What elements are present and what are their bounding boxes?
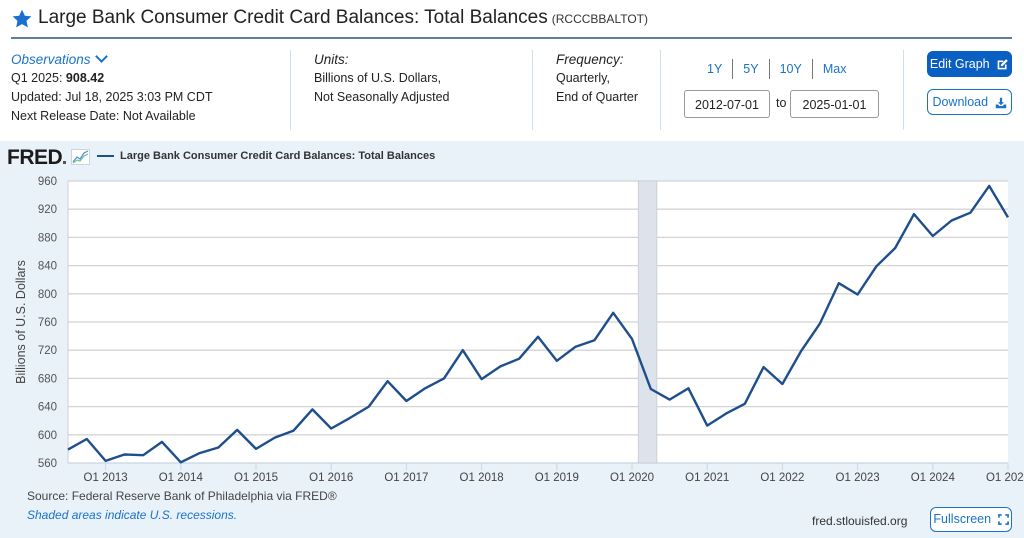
y-tick-label: 920	[38, 204, 57, 216]
divider	[660, 50, 661, 130]
x-tick-label: Q1 2013	[84, 472, 128, 481]
x-tick-label: Q1 2018	[460, 472, 504, 481]
fred-logo-text: FRED	[7, 146, 63, 169]
range-max-button[interactable]: Max	[822, 62, 847, 76]
next-release-text: Next Release Date: Not Available	[11, 109, 196, 123]
units-block: Units: Billions of U.S. Dollars, Not Sea…	[314, 50, 450, 107]
units-value-line1: Billions of U.S. Dollars,	[314, 71, 442, 85]
divider	[290, 50, 291, 130]
x-tick-label: Q1 2020	[610, 472, 654, 481]
y-tick-label: 720	[38, 345, 57, 357]
series	[67, 184, 1010, 464]
series-title: Large Bank Consumer Credit Card Balances…	[38, 7, 548, 28]
source-text: Source: Federal Reserve Bank of Philadel…	[27, 489, 337, 503]
to-label: to	[776, 96, 787, 110]
fred-logo: FRED	[7, 146, 67, 170]
edit-graph-label[interactable]: Edit Graph	[929, 57, 990, 71]
line-chart: 560 600 640 680 720 760 800 840 880 920 960 Q1 201…	[14, 176, 1024, 481]
title-divider	[11, 37, 1012, 39]
download-icon	[995, 97, 1006, 108]
series-id: (RCCCBBALTOT)	[551, 12, 648, 26]
frequency-value-line1: Quarterly,	[556, 71, 610, 85]
edit-graph-button[interactable]: Edit Graph	[927, 51, 1012, 77]
updated-text: Updated: Jul 18, 2025 3:03 PM CDT	[11, 90, 213, 104]
x-tick-label: Q1 2021	[685, 472, 729, 481]
x-tick-label: Q1 2022	[760, 472, 804, 481]
graph-panel: FRED Large Bank Consumer Credit Card Bal…	[0, 141, 1024, 538]
observations-toggle[interactable]: Observations	[11, 50, 213, 69]
site-url[interactable]: fred.stlouisfed.org	[812, 514, 908, 528]
y-tick-label: 960	[38, 176, 57, 188]
frequency-block: Frequency: Quarterly, End of Quarter	[556, 50, 638, 107]
y-axis: 560 600 640 680 720 760 800 840 880 920 960	[38, 176, 57, 470]
y-tick-label: 760	[38, 317, 57, 329]
edit-icon	[997, 59, 1008, 70]
range-5y-button[interactable]: 5Y	[743, 62, 759, 76]
y-axis-label: Billions of U.S. Dollars	[14, 260, 28, 384]
range-buttons: 1Y 5Y 10Y Max	[697, 59, 856, 79]
fullscreen-button[interactable]: Fullscreen	[930, 507, 1012, 532]
logo-dot	[63, 161, 67, 164]
y-tick-label: 800	[38, 289, 57, 301]
range-1y-button[interactable]: 1Y	[707, 62, 723, 76]
x-tick-label: Q1 2016	[309, 472, 353, 481]
x-tick-label: Q1 2023	[836, 472, 880, 481]
y-tick-label: 560	[38, 458, 57, 470]
y-tick-label: 600	[38, 430, 57, 442]
latest-observation: Q1 2025: 908.42	[11, 69, 213, 88]
recession-note[interactable]: Shaded areas indicate U.S. recessions.	[27, 508, 238, 522]
x-tick-label: Q1 2015	[234, 472, 278, 481]
page-title: Large Bank Consumer Credit Card Balances…	[38, 7, 648, 29]
line-chart-icon	[71, 149, 90, 165]
x-tick-label: Q1 2025	[986, 472, 1024, 481]
x-tick-label: Q1 2014	[159, 472, 204, 481]
title-bar: Large Bank Consumer Credit Card Balances…	[0, 0, 1024, 40]
divider	[811, 59, 813, 79]
chart-legend: Large Bank Consumer Credit Card Balances…	[97, 150, 435, 162]
download-button[interactable]: Download	[927, 89, 1012, 115]
x-tick-label: Q1 2017	[384, 472, 428, 481]
observations-block: Observations Q1 2025: 908.42 Updated: Ju…	[11, 50, 213, 126]
divider	[532, 50, 533, 130]
frequency-value-line2: End of Quarter	[556, 90, 638, 104]
units-value-line2: Not Seasonally Adjusted	[314, 90, 450, 104]
x-tick-label: Q1 2019	[535, 472, 579, 481]
units-label: Units:	[314, 52, 349, 67]
y-tick-label: 840	[38, 261, 57, 273]
x-axis: Q1 2013 Q1 2014 Q1 2015 Q1 2016 Q1 2017 Q1 20…	[84, 463, 1024, 481]
fullscreen-label[interactable]: Fullscreen	[933, 512, 992, 526]
observations-label[interactable]: Observations	[11, 52, 91, 67]
latest-value: 908.42	[65, 71, 105, 85]
legend-label: Large Bank Consumer Credit Card Balances…	[120, 150, 436, 162]
chevron-down-icon[interactable]	[94, 50, 108, 63]
divider	[732, 59, 734, 79]
star-icon[interactable]	[11, 8, 33, 30]
metadata-panel: Observations Q1 2025: 908.42 Updated: Ju…	[0, 44, 1024, 134]
recession-band	[637, 180, 658, 464]
divider	[768, 59, 770, 79]
range-10y-button[interactable]: 10Y	[779, 62, 802, 76]
y-tick-label: 640	[38, 402, 57, 414]
end-date-input[interactable]: 2025-01-01	[790, 90, 879, 118]
start-date-input[interactable]: 2012-07-01	[684, 90, 770, 118]
x-tick-label: Q1 2024	[911, 472, 956, 481]
frequency-label: Frequency:	[556, 52, 624, 67]
fullscreen-icon	[997, 514, 1009, 526]
recession-shading	[637, 180, 658, 464]
y-tick-label: 680	[38, 373, 57, 385]
divider	[903, 50, 904, 130]
legend-swatch	[97, 155, 114, 157]
grid	[67, 180, 1008, 464]
y-tick-label: 880	[38, 232, 57, 244]
download-label[interactable]: Download	[932, 95, 989, 109]
latest-period: Q1 2025:	[11, 71, 63, 85]
